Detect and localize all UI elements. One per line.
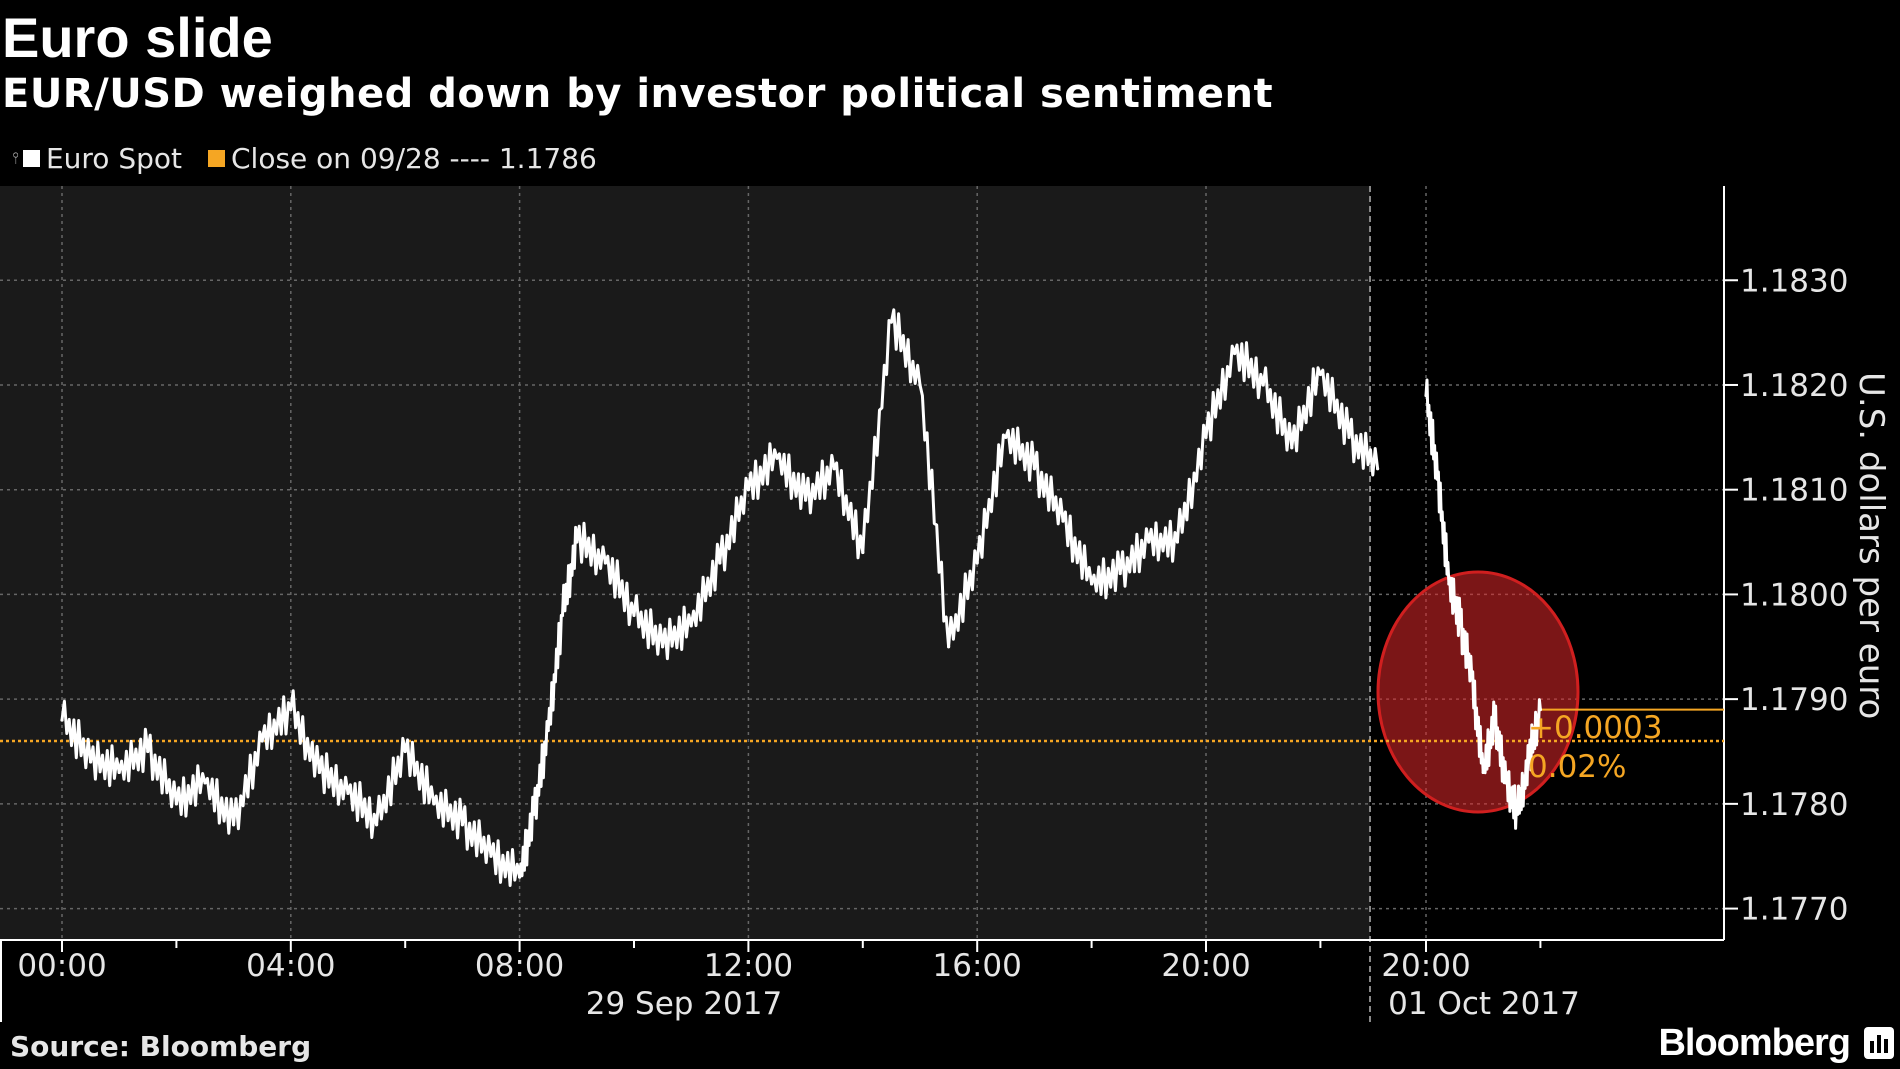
data-point (1290, 446, 1294, 450)
data-point (146, 749, 150, 754)
data-point (203, 781, 207, 785)
data-point (532, 812, 536, 816)
y-tick-label: 1.1820 (1740, 368, 1848, 404)
chart-subtitle: EUR/USD weighed down by investor politic… (2, 71, 1274, 117)
date-label-session-1: 29 Sep 2017 (586, 986, 782, 1022)
data-point (60, 718, 64, 722)
data-point (1061, 519, 1065, 523)
data-point (1447, 582, 1451, 586)
data-point (317, 770, 321, 775)
change-label: +0.0003 (1528, 710, 1662, 746)
data-point (89, 760, 93, 764)
x-tick-label: 20:00 (1161, 948, 1250, 984)
x-axis: 00:00 04:00 08:00 12:00 16:00 20:00 20:00 29 Se… (17, 940, 1580, 1022)
data-point (1481, 770, 1485, 775)
data-point (718, 561, 722, 565)
data-point (603, 561, 608, 565)
change-pct-label: 0.02% (1528, 749, 1626, 785)
data-point (861, 550, 865, 555)
data-point (1233, 351, 1237, 356)
data-point (947, 645, 951, 649)
close-swatch (208, 149, 225, 167)
data-point (1347, 435, 1351, 439)
data-point (403, 749, 407, 754)
series-group (60, 308, 1542, 887)
data-point (1504, 781, 1508, 785)
data-point (575, 540, 579, 544)
data-point (232, 823, 236, 827)
data-point (546, 728, 550, 733)
brand-logo: Bloomberg (1658, 1022, 1851, 1064)
y-tick-label: 1.1790 (1740, 682, 1848, 718)
legend-marker-icon: ⫯ (12, 148, 19, 167)
y-axis: 1.1770 1.1780 1.1790 1.1800 1.1810 1.1820 1.18… (1724, 263, 1848, 928)
y-tick-label: 1.1780 (1740, 787, 1848, 823)
data-point (1004, 435, 1008, 439)
data-point (689, 624, 693, 628)
data-point (489, 854, 493, 858)
data-point (1470, 676, 1474, 680)
data-point (975, 561, 979, 565)
legend: ⫯ Euro Spot Close on 09/28 ---- 1.1786 (12, 141, 623, 175)
x-tick-label: 00:00 (17, 948, 106, 984)
data-point (174, 802, 178, 806)
data-point (117, 770, 121, 775)
x-tick-label: 04:00 (246, 948, 335, 984)
data-point (632, 613, 636, 617)
x-tick-label: 12:00 (704, 948, 793, 984)
data-point (1261, 383, 1265, 387)
data-point (432, 802, 436, 806)
chart-title: Euro slide (2, 6, 273, 69)
data-point (918, 383, 922, 387)
legend-item-close[interactable]: Close on 09/28 ---- 1.1786 (208, 142, 597, 175)
data-point (1538, 708, 1542, 712)
data-point (260, 739, 264, 743)
data-point (346, 791, 350, 795)
data-point (1090, 582, 1094, 586)
legend-label-close: Close on 09/28 ---- 1.1786 (231, 141, 597, 175)
y-tick-label: 1.1830 (1740, 263, 1848, 299)
bloomberg-logo-icon (1864, 1027, 1894, 1059)
plot-area-session-1 (0, 186, 1370, 940)
legend-label-euro-spot: Euro Spot (45, 141, 182, 175)
data-point (1424, 393, 1428, 398)
data-point (832, 467, 836, 471)
data-point (1515, 812, 1520, 816)
data-point (775, 456, 779, 460)
data-point (1527, 760, 1531, 764)
data-point (1458, 624, 1462, 628)
data-point (518, 875, 522, 879)
y-tick-label: 1.1770 (1740, 892, 1848, 928)
y-tick-label: 1.1800 (1740, 577, 1848, 613)
data-point (1204, 435, 1208, 439)
grid (0, 186, 1724, 940)
data-point (1118, 571, 1122, 576)
data-point (746, 488, 751, 492)
data-point (661, 645, 665, 649)
date-label-session-2: 01 Oct 2017 (1388, 986, 1580, 1022)
data-point (804, 498, 808, 502)
legend-item-euro-spot[interactable]: ⫯ Euro Spot (12, 142, 182, 175)
series-swatch (22, 149, 40, 167)
source-label: Source: Bloomberg (10, 1030, 312, 1063)
x-tick-label: 08:00 (475, 948, 564, 984)
data-point (460, 823, 464, 827)
data-point (375, 823, 379, 827)
x-tick-label: 16:00 (933, 948, 1022, 984)
y-axis-label: U.S. dollars per euro (1851, 372, 1891, 719)
data-point (1147, 540, 1151, 544)
data-point (1175, 540, 1179, 544)
plot-area-session-2 (1370, 186, 1724, 940)
data-point (1435, 477, 1440, 481)
data-point (1032, 467, 1036, 471)
data-point (1376, 467, 1380, 471)
x-tick-label: 20:00 (1381, 948, 1470, 984)
data-point (560, 613, 565, 617)
data-point (889, 320, 894, 324)
data-point (1318, 372, 1322, 377)
data-point (289, 708, 293, 712)
data-point (1493, 718, 1497, 722)
y-tick-label: 1.1810 (1740, 473, 1848, 509)
